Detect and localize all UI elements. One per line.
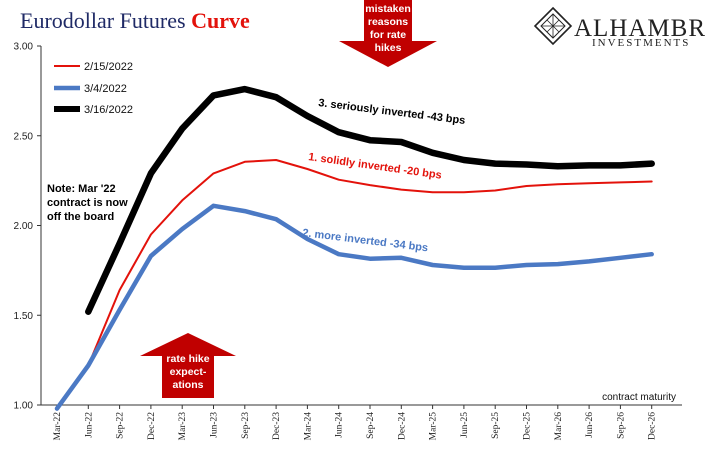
- y-tick-label: 1.50: [14, 311, 34, 322]
- x-tick-label: Jun-26: [585, 412, 595, 438]
- x-tick-label: Jun-24: [335, 412, 345, 438]
- note-line-1: Note: Mar '22: [47, 183, 116, 195]
- x-tick-label: Sep-26: [616, 412, 626, 439]
- chart-title: Eurodollar Futures Curve: [20, 8, 250, 34]
- x-tick-label: Dec-25: [523, 412, 533, 440]
- x-tick-label: Jun-25: [460, 412, 470, 438]
- title-main: Eurodollar Futures: [20, 8, 186, 33]
- note-line-3: off the board: [47, 211, 114, 223]
- x-tick-label: Dec-23: [272, 412, 282, 440]
- bottom-arrow-line-3: ations: [173, 379, 204, 391]
- x-tick-label: Mar-26: [554, 412, 564, 441]
- y-tick-label: 2.00: [14, 221, 34, 232]
- y-tick-label: 2.50: [14, 131, 34, 142]
- x-tick-label: Dec-26: [648, 412, 658, 440]
- x-tick-label: Sep-24: [366, 412, 376, 439]
- top-arrow-line-4: hikes: [375, 42, 402, 54]
- x-tick-label: Mar-24: [303, 412, 313, 441]
- x-tick-label: Mar-23: [178, 412, 188, 441]
- y-tick-label: 1.00: [14, 401, 34, 412]
- x-ticks: Mar-22 Jun-22 Sep-22 Dec-22 Mar-23 Jun-23 Sep-…: [53, 405, 658, 440]
- title-highlight: Curve: [191, 8, 250, 33]
- x-tick-label: Sep-25: [491, 412, 501, 439]
- top-arrow-line-3: for rate: [370, 29, 406, 41]
- x-axis-label: contract maturity: [602, 392, 676, 403]
- top-arrow: mistaken reasons for rate hikes: [339, 0, 437, 67]
- x-tick-label: Jun-23: [210, 412, 220, 438]
- bottom-arrow-line-1: rate hike: [166, 353, 209, 365]
- x-tick-label: Jun-22: [84, 412, 94, 438]
- x-tick-label: Mar-25: [429, 412, 439, 441]
- top-arrow-line-2: reasons: [368, 16, 408, 28]
- logo-mark-icon: [533, 6, 573, 46]
- annotation-solidly-inverted: 1. solidly inverted -20 bps: [308, 151, 443, 182]
- legend: 2/15/2022 3/4/2022 3/16/2022: [54, 61, 133, 116]
- x-tick-label: Mar-22: [53, 412, 63, 441]
- annotation-seriously-inverted: 3. seriously inverted -43 bps: [318, 97, 466, 127]
- logo: ALHAMBRA INVESTMENTS: [533, 6, 705, 49]
- x-tick-label: Dec-24: [397, 412, 407, 440]
- x-tick-label: Sep-23: [241, 412, 251, 439]
- series-line-1: [56, 159, 653, 410]
- note-line-2: contract is now: [47, 197, 128, 209]
- bottom-arrow: rate hike expect- ations: [140, 333, 236, 398]
- x-tick-label: Dec-22: [147, 412, 157, 440]
- legend-label-2: 3/4/2022: [84, 83, 127, 95]
- logo-name: ALHAMBRA: [574, 15, 705, 42]
- y-tick-label: 3.00: [14, 42, 34, 53]
- legend-label-3: 3/16/2022: [84, 104, 133, 116]
- annotation-more-inverted: 2. more inverted -34 bps: [302, 227, 429, 254]
- logo-subtitle: INVESTMENTS: [592, 37, 690, 49]
- bottom-arrow-line-2: expect-: [170, 366, 207, 378]
- x-tick-label: Sep-22: [116, 412, 126, 439]
- series-line-3: [85, 85, 655, 315]
- top-arrow-line-1: mistaken: [365, 3, 411, 15]
- series-line-2: [54, 203, 654, 411]
- legend-label-1: 2/15/2022: [84, 61, 133, 73]
- y-ticks: 1.00 1.50 2.00 2.50 3.00: [14, 42, 41, 412]
- series-layer: [54, 85, 655, 411]
